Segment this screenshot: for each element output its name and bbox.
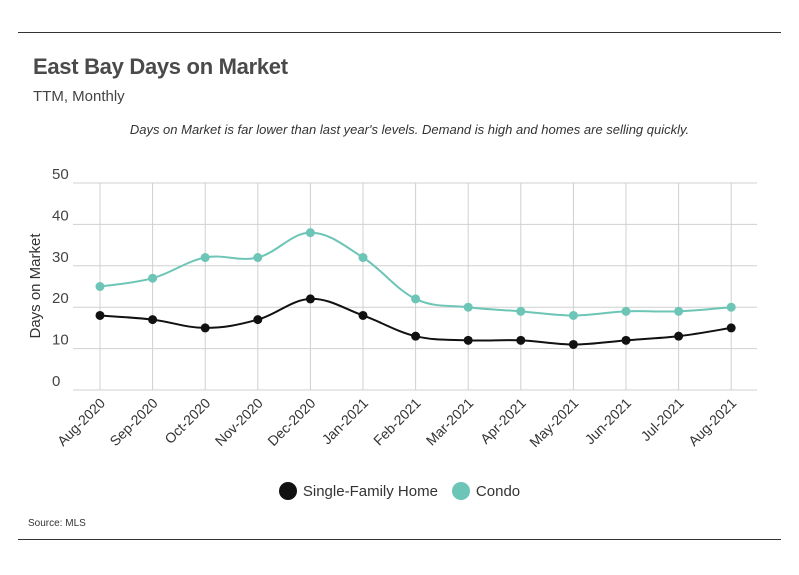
data-point[interactable] [568, 310, 578, 320]
data-point[interactable] [621, 335, 631, 345]
legend-label-single-family: Single-Family Home [302, 482, 438, 500]
data-point[interactable] [674, 306, 684, 316]
legend-item-single-family[interactable]: Single-Family Home [278, 482, 438, 500]
data-point[interactable] [358, 253, 368, 263]
data-point[interactable] [253, 253, 263, 263]
chart-title: East Bay Days on Market [33, 54, 288, 79]
data-point[interactable] [305, 294, 315, 304]
data-point[interactable] [95, 282, 105, 291]
x-tick-label: Feb-2021 [370, 395, 424, 449]
chart-subtitle: TTM, Monthly [33, 88, 125, 105]
data-point[interactable] [253, 315, 263, 325]
x-tick-label: Jul-2021 [637, 395, 686, 444]
data-point[interactable] [463, 302, 473, 312]
bottom-rule [18, 539, 781, 540]
x-tick-label: Jun-2021 [582, 395, 635, 448]
data-point[interactable] [568, 339, 578, 349]
legend-swatch-condo [451, 482, 470, 500]
data-point[interactable] [148, 273, 158, 283]
x-tick-label: Dec-2020 [264, 395, 318, 449]
y-axis-label: Days on Market [27, 233, 44, 339]
x-tick-label: Jan-2021 [319, 395, 372, 448]
data-point[interactable] [726, 323, 736, 333]
data-point[interactable] [726, 302, 736, 312]
data-point[interactable] [516, 306, 526, 316]
data-point[interactable] [621, 306, 631, 316]
x-tick-label: Apr-2021 [477, 395, 529, 447]
grid-lines [73, 182, 757, 391]
x-tick-label: May-2021 [526, 395, 581, 450]
y-tick-label: 40 [52, 207, 69, 224]
data-point[interactable] [305, 228, 315, 238]
y-tick-label: 0 [52, 373, 60, 390]
data-point[interactable] [200, 253, 210, 263]
data-point[interactable] [358, 310, 368, 320]
x-tick-label: Sep-2020 [106, 395, 160, 449]
legend: Single-Family Home Condo [0, 482, 799, 500]
data-point[interactable] [516, 335, 526, 345]
legend-item-condo[interactable]: Condo [451, 482, 521, 500]
series-single-family-home [95, 294, 736, 349]
data-point[interactable] [95, 310, 105, 320]
y-tick-label: 30 [52, 249, 69, 266]
x-tick-label: Aug-2020 [54, 395, 108, 449]
x-tick-label: Nov-2020 [212, 395, 266, 449]
data-point[interactable] [463, 335, 473, 345]
legend-label-condo: Condo [475, 482, 521, 500]
source-note: Source: MLS [28, 518, 86, 529]
data-point[interactable] [148, 315, 158, 325]
data-point[interactable] [411, 331, 421, 341]
legend-swatch-single-family [278, 482, 297, 500]
y-tick-labels: 0 10 20 30 40 50 [52, 166, 69, 390]
series-condo [95, 228, 736, 320]
top-rule [18, 32, 781, 33]
series-lines [95, 228, 736, 349]
y-tick-label: 50 [52, 166, 69, 183]
y-tick-label: 20 [52, 290, 69, 307]
x-tick-label: Oct-2020 [161, 395, 213, 447]
data-point[interactable] [411, 294, 421, 304]
x-tick-label: Aug-2021 [685, 395, 739, 449]
data-point[interactable] [200, 323, 210, 333]
data-point[interactable] [674, 331, 684, 341]
chart-annotation: Days on Market is far lower than last ye… [129, 122, 690, 137]
x-tick-label: Mar-2021 [423, 395, 477, 449]
y-tick-label: 10 [52, 332, 69, 349]
